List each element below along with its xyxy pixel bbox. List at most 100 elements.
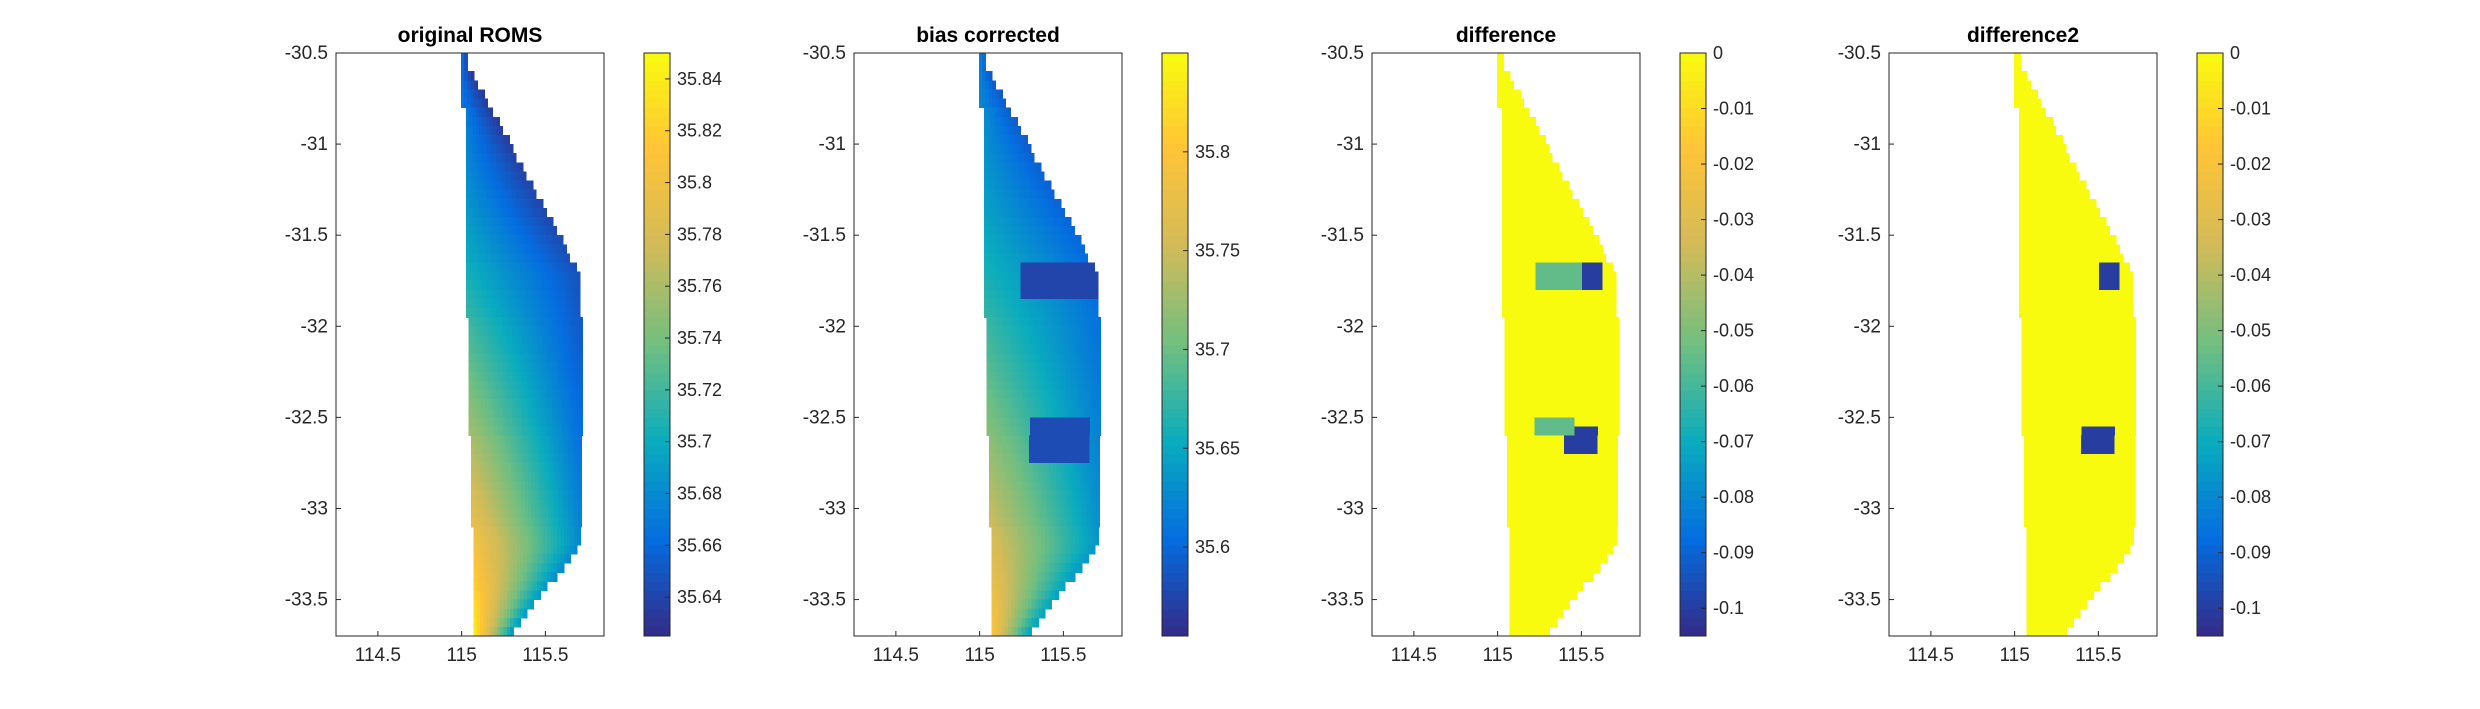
cell	[1578, 299, 1583, 309]
cell	[486, 572, 491, 582]
cell	[473, 599, 478, 610]
cell	[1601, 426, 1606, 437]
cell	[482, 180, 487, 191]
cell	[1000, 198, 1005, 209]
cell	[521, 417, 526, 428]
cell	[1036, 371, 1041, 382]
cell	[528, 326, 533, 336]
cell	[485, 344, 489, 355]
cell	[506, 608, 511, 619]
cell	[1588, 408, 1592, 418]
cell	[548, 399, 553, 409]
cell	[1033, 408, 1038, 418]
cell	[1527, 362, 1532, 373]
cell	[1030, 180, 1035, 191]
cell	[1019, 353, 1024, 364]
cell	[1508, 116, 1513, 127]
cell	[1551, 335, 1556, 346]
cell	[488, 399, 493, 409]
cell	[1086, 417, 1091, 428]
cell	[1014, 162, 1018, 172]
colorbar-segment	[644, 98, 670, 109]
cell	[1021, 599, 1026, 610]
cell	[533, 581, 538, 591]
cell	[561, 435, 566, 446]
cell	[560, 554, 565, 564]
cell	[552, 426, 556, 437]
cell	[1054, 198, 1059, 209]
cell	[1018, 526, 1022, 537]
cell	[999, 408, 1004, 418]
cell	[1541, 335, 1546, 346]
cell	[1599, 535, 1604, 546]
cell	[1053, 353, 1058, 364]
cell	[1507, 408, 1512, 418]
cell	[996, 408, 1001, 418]
cell	[987, 198, 992, 209]
cell	[1604, 517, 1608, 528]
cell	[1550, 472, 1555, 482]
cell	[1561, 353, 1566, 364]
cell	[1598, 417, 1602, 428]
cell	[513, 572, 518, 582]
cell	[1608, 362, 1613, 373]
cell	[507, 453, 512, 464]
cell	[988, 508, 993, 519]
cell	[504, 472, 509, 482]
cell	[564, 499, 569, 510]
cell	[510, 608, 515, 619]
colorbar-segment	[1162, 380, 1188, 391]
cell	[1569, 544, 1574, 555]
cell	[1519, 581, 1524, 591]
cell	[1065, 544, 1069, 555]
cell	[491, 417, 496, 428]
cell	[1558, 271, 1563, 282]
cell	[1542, 153, 1546, 163]
cell	[987, 144, 992, 154]
cell	[544, 508, 549, 519]
cell	[1525, 107, 1530, 118]
cell	[1076, 353, 1081, 364]
cell	[552, 253, 557, 264]
cell	[1014, 189, 1018, 200]
cell	[1551, 417, 1556, 428]
cell	[546, 289, 551, 300]
cell	[1075, 535, 1079, 546]
cell	[563, 271, 567, 282]
cell	[1050, 189, 1055, 200]
cell	[1024, 626, 1029, 637]
cell	[1572, 235, 1577, 245]
cell	[1548, 189, 1553, 200]
cell	[990, 217, 995, 227]
cell	[1036, 326, 1041, 336]
cell	[1510, 508, 1515, 519]
cell	[465, 198, 470, 209]
cell	[1522, 581, 1527, 591]
cell	[492, 235, 497, 245]
cell	[1507, 353, 1512, 364]
cell	[1066, 326, 1071, 336]
cell	[1004, 599, 1009, 610]
cell	[468, 390, 473, 400]
cell	[1029, 453, 1033, 464]
colorbar-segment	[1162, 554, 1188, 564]
cell	[485, 299, 490, 309]
cell	[1531, 417, 1535, 428]
cell	[1096, 462, 1100, 473]
cell	[537, 435, 542, 446]
cell	[1067, 235, 1072, 245]
cell	[1080, 426, 1084, 437]
cell	[556, 235, 561, 245]
cell	[471, 362, 476, 373]
cell	[544, 517, 549, 528]
cell	[1037, 308, 1042, 318]
cell	[1604, 353, 1609, 364]
cell	[1545, 244, 1550, 254]
cell	[516, 235, 520, 245]
cell	[1024, 526, 1029, 537]
cell	[465, 226, 470, 236]
cell	[1545, 180, 1550, 191]
cell	[1020, 180, 1025, 191]
cell	[1080, 317, 1084, 327]
cell	[554, 472, 559, 482]
